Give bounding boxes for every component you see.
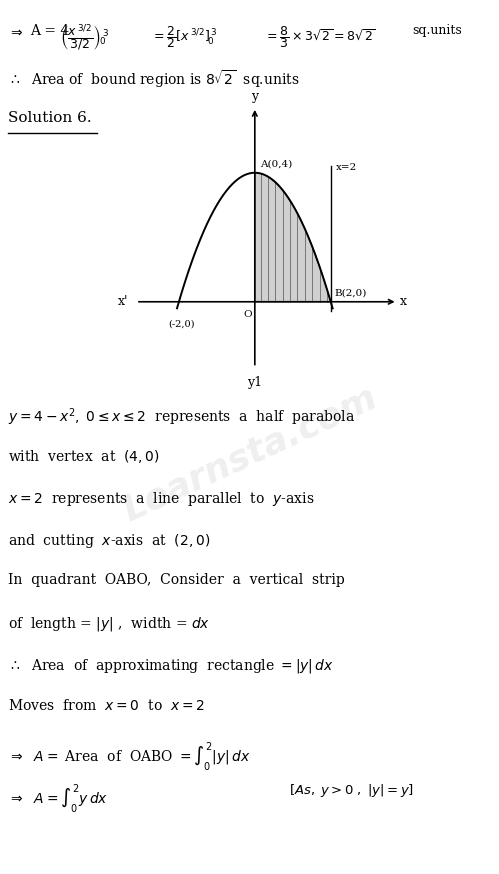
Text: $\Rightarrow$  $A= \int_0^2 y\,dx$: $\Rightarrow$ $A= \int_0^2 y\,dx$	[7, 781, 108, 815]
Text: $\therefore$  Area  of  approximating  rectangle $= |y|\,dx$: $\therefore$ Area of approximating recta…	[7, 656, 334, 675]
Text: sq.units: sq.units	[412, 24, 462, 38]
Text: Moves  from  $x=0$  to  $x=2$: Moves from $x=0$ to $x=2$	[7, 698, 205, 713]
Text: In  quadrant  OABO,  Consider  a  vertical  strip: In quadrant OABO, Consider a vertical st…	[7, 573, 344, 587]
Text: $= \dfrac{2}{2}\left[x^{\,3/2}\right]_{\!0}^{\,3}$: $= \dfrac{2}{2}\left[x^{\,3/2}\right]_{\…	[151, 24, 217, 51]
Text: $= \dfrac{8}{3} \times 3\sqrt{2} = 8\sqrt{2}$: $= \dfrac{8}{3} \times 3\sqrt{2} = 8\sqr…	[264, 24, 376, 51]
Text: x': x'	[118, 295, 129, 309]
Text: and  cutting  $x$-axis  at  $(2,0)$: and cutting $x$-axis at $(2,0)$	[7, 531, 210, 550]
Polygon shape	[255, 173, 331, 302]
Text: O: O	[244, 310, 252, 320]
Text: $x=2$  represents  a  line  parallel  to  $y$-axis: $x=2$ represents a line parallel to $y$-…	[7, 490, 314, 508]
Text: of  length = $|y|$ ,  width = $dx$: of length = $|y|$ , width = $dx$	[7, 615, 210, 633]
Text: x: x	[400, 295, 407, 309]
Text: A(0,4): A(0,4)	[260, 159, 292, 169]
Text: $[As,\; y>0\;,\; |y|=y]$: $[As,\; y>0\;,\; |y|=y]$	[289, 781, 414, 799]
Text: B(2,0): B(2,0)	[334, 288, 367, 297]
Text: Learnsta.com: Learnsta.com	[117, 380, 382, 528]
Text: y1: y1	[247, 376, 262, 389]
Text: Solution 6.: Solution 6.	[7, 111, 91, 125]
Text: x=2: x=2	[336, 163, 357, 172]
Text: $\Rightarrow$  $A=$ Area  of  OABO $= \int_0^2 |y|\,dx$: $\Rightarrow$ $A=$ Area of OABO $= \int_…	[7, 740, 250, 773]
Text: y: y	[251, 90, 258, 102]
Text: (-2,0): (-2,0)	[168, 319, 195, 328]
Text: $\therefore$  Area of  bound region is $8\sqrt{2}$  sq.units: $\therefore$ Area of bound region is $8\…	[7, 68, 299, 90]
Text: $\left(\dfrac{x^{\,3/2}}{3/2}\right)_{\!0}^{\,3}$: $\left(\dfrac{x^{\,3/2}}{3/2}\right)_{\!…	[59, 22, 109, 52]
Text: A = 4: A = 4	[30, 24, 69, 38]
Text: $y=4-x^2,\; 0\leq x\leq 2$  represents  a  half  parabola: $y=4-x^2,\; 0\leq x\leq 2$ represents a …	[7, 406, 355, 428]
Text: $\Rightarrow$: $\Rightarrow$	[7, 24, 23, 38]
Text: with  vertex  at  $(4,0)$: with vertex at $(4,0)$	[7, 448, 160, 465]
